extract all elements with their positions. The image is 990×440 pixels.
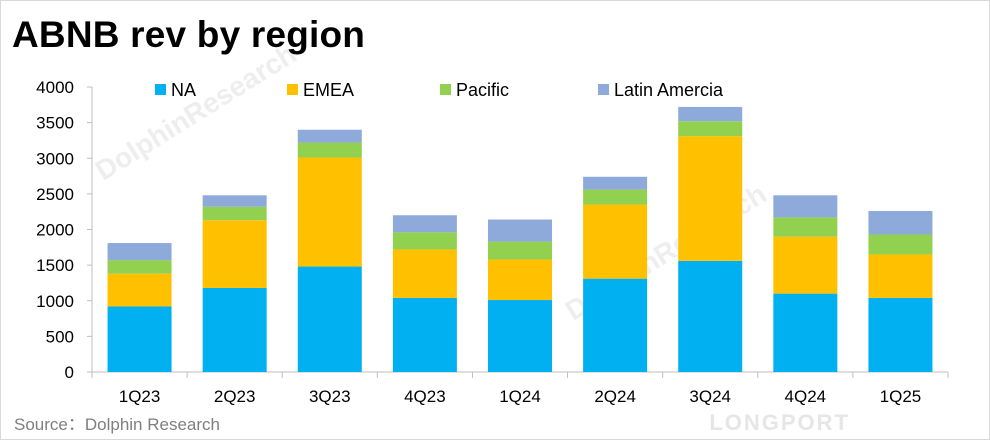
bar-latin-amercia-3q24 — [678, 106, 743, 122]
y-tick-label: 500 — [46, 327, 74, 346]
x-tick-label: 1Q25 — [880, 387, 922, 406]
bar-na-3q23 — [297, 266, 362, 372]
watermark-longport: LONGPORT — [709, 410, 850, 435]
bar-na-1q23 — [107, 306, 172, 372]
legend-label-pacific: Pacific — [456, 80, 509, 100]
bar-latin-amercia-2q23 — [202, 195, 267, 207]
bar-latin-amercia-1q24 — [488, 219, 552, 242]
bar-emea-2q23 — [202, 220, 267, 288]
legend-swatch-na — [155, 84, 166, 95]
bar-pacific-4q24 — [773, 217, 838, 237]
x-tick-label: 2Q24 — [594, 387, 636, 406]
x-tick-label: 3Q24 — [689, 387, 731, 406]
x-tick-label: 3Q23 — [309, 387, 351, 406]
x-tick-label: 4Q24 — [785, 387, 827, 406]
legend-label-latin-amercia: Latin Amercia — [614, 80, 724, 100]
y-tick-label: 4000 — [36, 78, 74, 97]
bar-latin-amercia-1q23 — [107, 243, 172, 261]
bar-pacific-1q24 — [488, 241, 552, 260]
bar-latin-amercia-4q24 — [773, 195, 838, 218]
y-tick-label: 3000 — [36, 149, 74, 168]
bar-emea-3q24 — [678, 136, 743, 261]
bar-emea-3q23 — [297, 157, 362, 267]
bar-na-1q24 — [488, 300, 552, 372]
x-tick-label: 4Q23 — [404, 387, 446, 406]
bar-na-3q24 — [678, 260, 743, 372]
bar-na-1q25 — [868, 297, 933, 372]
bar-pacific-2q23 — [202, 206, 267, 221]
x-tick-label: 1Q23 — [119, 387, 161, 406]
legend-label-emea: EMEA — [303, 80, 354, 100]
legend-swatch-latin-amercia — [598, 84, 609, 95]
source-note: Source：Dolphin Research — [14, 415, 220, 434]
y-tick-label: 2000 — [36, 221, 74, 240]
bar-na-4q24 — [773, 293, 838, 372]
y-tick-label: 2500 — [36, 185, 74, 204]
bar-pacific-4q23 — [392, 232, 457, 250]
bar-emea-1q25 — [868, 254, 933, 298]
bar-pacific-1q23 — [107, 260, 172, 274]
bar-emea-4q23 — [392, 249, 457, 298]
x-tick-label: 1Q24 — [499, 387, 541, 406]
bar-latin-amercia-1q25 — [868, 210, 933, 235]
bar-pacific-3q23 — [297, 142, 362, 158]
bar-emea-4q24 — [773, 236, 838, 294]
y-tick-label: 3500 — [36, 114, 74, 133]
y-tick-label: 1000 — [36, 292, 74, 311]
legend-label-na: NA — [171, 80, 196, 100]
y-tick-label: 0 — [65, 363, 74, 382]
bar-na-2q24 — [583, 278, 648, 372]
bar-emea-2q24 — [583, 204, 648, 279]
chart-title: ABNB rev by region — [12, 14, 366, 55]
bar-emea-1q23 — [107, 273, 172, 307]
legend-swatch-pacific — [440, 84, 451, 95]
bar-latin-amercia-4q23 — [392, 215, 457, 233]
x-tick-label: 2Q23 — [214, 387, 256, 406]
bar-emea-1q24 — [488, 259, 552, 301]
bar-latin-amercia-2q24 — [583, 176, 648, 190]
bar-na-4q23 — [392, 297, 457, 372]
bar-pacific-2q24 — [583, 189, 648, 205]
bar-pacific-3q24 — [678, 121, 743, 137]
legend-swatch-emea — [287, 84, 298, 95]
bar-latin-amercia-3q23 — [297, 129, 362, 143]
bar-na-2q23 — [202, 287, 267, 372]
y-tick-label: 1500 — [36, 256, 74, 275]
bar-pacific-1q25 — [868, 234, 933, 255]
